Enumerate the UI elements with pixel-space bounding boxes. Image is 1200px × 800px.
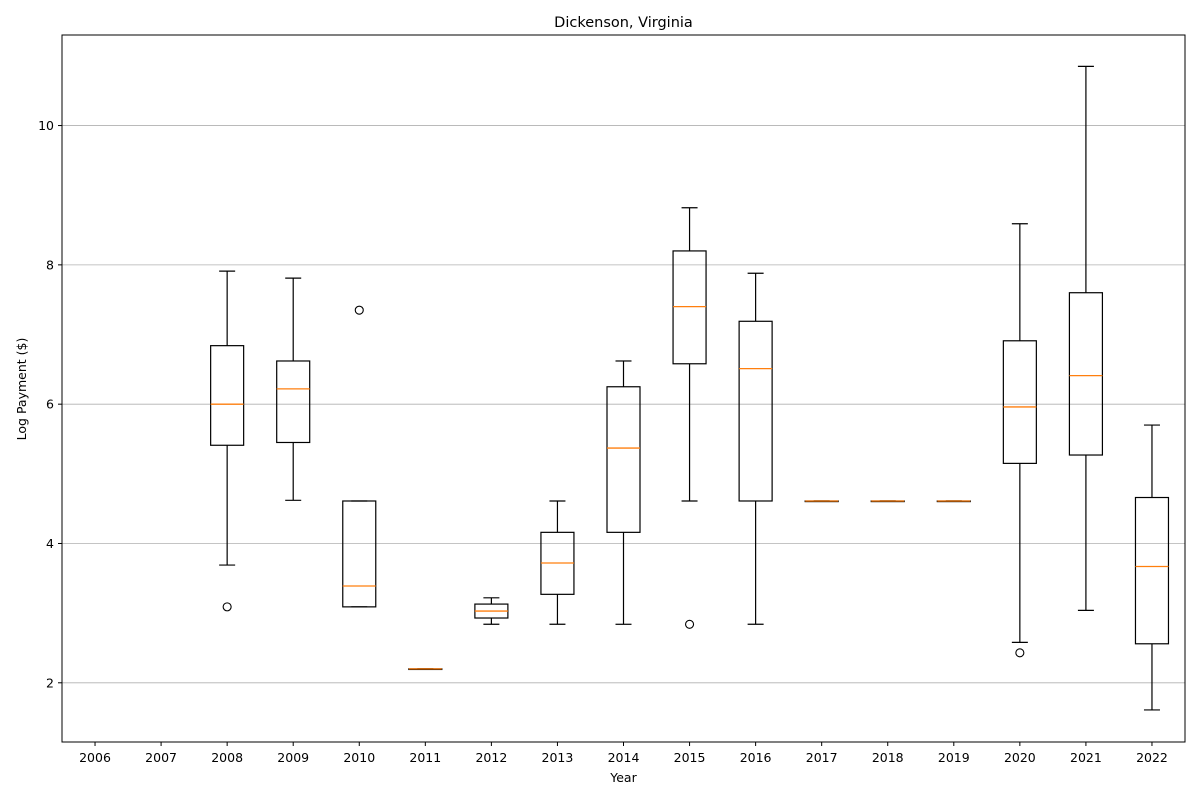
- x-tick-label: 2019: [938, 750, 970, 765]
- box-2015: [672, 207, 707, 629]
- y-tick-label: 8: [46, 257, 54, 272]
- x-tick-label: 2007: [145, 750, 177, 765]
- x-tick-label: 2017: [806, 750, 838, 765]
- outlier-point: [222, 602, 232, 612]
- x-tick-label: 2021: [1070, 750, 1102, 765]
- box-2022: [1134, 424, 1170, 711]
- x-tick-label: 2015: [674, 750, 706, 765]
- iqr-box: [738, 320, 773, 502]
- box-2019: [936, 500, 971, 503]
- y-tick-label: 4: [46, 536, 54, 551]
- boxes-layer: [210, 65, 1170, 711]
- x-tick-label: 2022: [1136, 750, 1168, 765]
- grid-layer: [62, 125, 1185, 684]
- x-tick-label: 2008: [211, 750, 243, 765]
- y-tick-label: 10: [38, 118, 54, 133]
- y-tick-label: 2: [46, 675, 54, 690]
- iqr-box: [606, 386, 641, 533]
- y-tick-label: 6: [46, 397, 54, 412]
- box-2014: [606, 360, 641, 625]
- box-2021: [1068, 65, 1104, 611]
- outlier-point: [685, 619, 695, 629]
- iqr-box: [672, 250, 707, 365]
- iqr-box: [1134, 496, 1170, 645]
- box-2020: [1002, 223, 1037, 658]
- outlier-point: [1015, 648, 1025, 658]
- box-2013: [540, 500, 575, 625]
- x-tick-label: 2016: [740, 750, 772, 765]
- x-tick-label: 2011: [409, 750, 441, 765]
- x-tick-label: 2014: [608, 750, 640, 765]
- box-2018: [870, 500, 905, 503]
- iqr-box: [1002, 340, 1037, 464]
- box-2009: [276, 277, 311, 501]
- box-2016: [738, 272, 773, 625]
- x-tick-label: 2009: [277, 750, 309, 765]
- box-2011: [408, 668, 443, 671]
- x-tick-label: 2012: [475, 750, 507, 765]
- outlier-point: [354, 305, 364, 315]
- iqr-box: [1068, 292, 1104, 456]
- box-2008: [210, 270, 245, 612]
- iqr-box: [210, 345, 245, 446]
- x-tick-label: 2018: [872, 750, 904, 765]
- axes-layer: 2 4 6 8 10 2006 2007 2008 2009 2010 2011 2012 2013 20…: [38, 34, 1186, 765]
- iqr-box: [342, 500, 377, 608]
- x-tick-label: 2020: [1004, 750, 1036, 765]
- box-2010: [342, 305, 377, 608]
- y-axis-label: Log Payment ($): [14, 338, 29, 441]
- x-axis-label: Year: [609, 770, 637, 785]
- chart-title: Dickenson, Virginia: [554, 15, 693, 31]
- box-2012: [474, 597, 509, 625]
- box-2017: [804, 500, 839, 503]
- x-tick-label: 2010: [343, 750, 375, 765]
- x-tick-label: 2006: [79, 750, 111, 765]
- iqr-box: [276, 360, 311, 444]
- x-tick-label: 2013: [542, 750, 574, 765]
